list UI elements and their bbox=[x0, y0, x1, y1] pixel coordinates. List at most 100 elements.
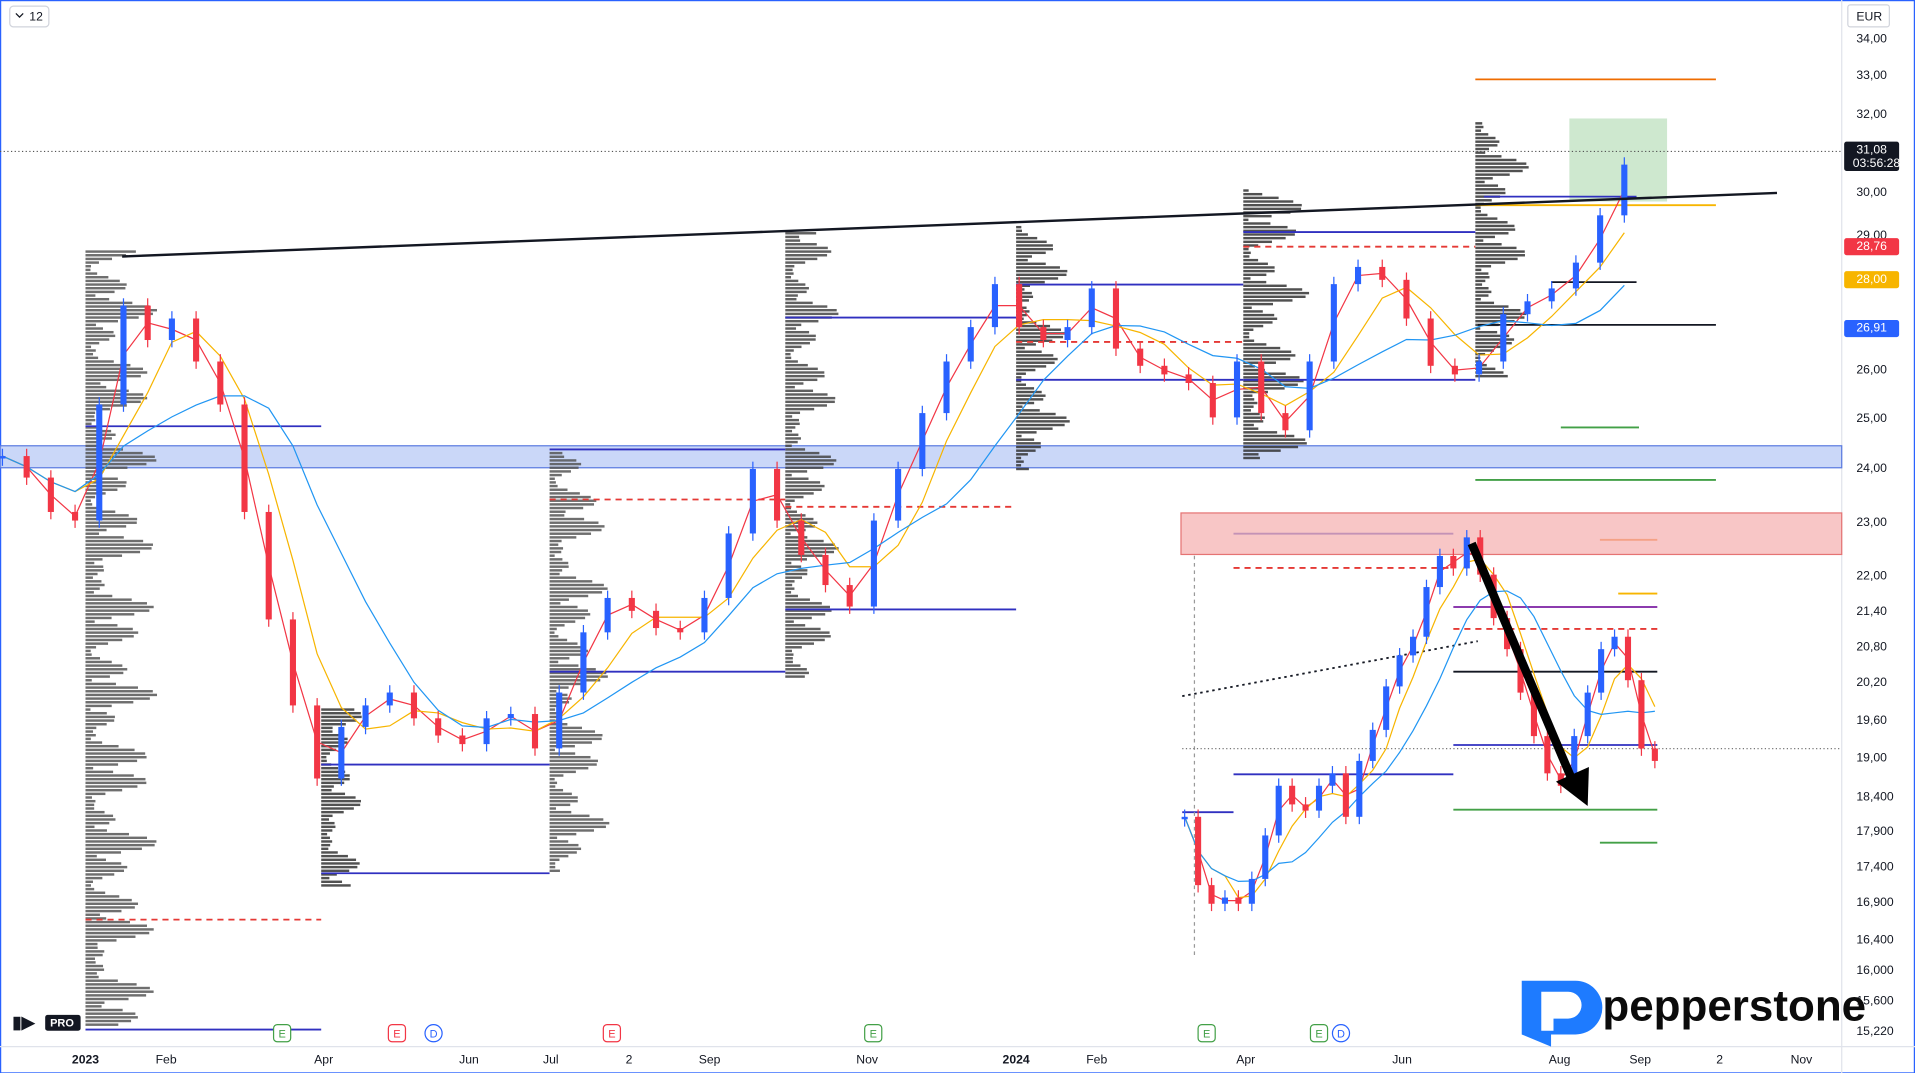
volume-bar bbox=[1475, 144, 1498, 147]
volume-bar bbox=[1243, 313, 1275, 317]
volume-bar bbox=[785, 250, 832, 253]
volume-bar bbox=[85, 363, 131, 367]
volume-bar bbox=[1475, 169, 1523, 173]
volume-bar bbox=[1016, 295, 1034, 298]
volume-bar bbox=[321, 759, 327, 763]
volume-bar bbox=[549, 734, 603, 737]
volume-bar bbox=[549, 708, 556, 711]
volume-bar bbox=[785, 499, 795, 502]
volume-bar bbox=[85, 935, 136, 938]
volume-bar bbox=[1243, 346, 1281, 350]
volume-bar bbox=[1016, 379, 1022, 383]
candle bbox=[604, 597, 611, 633]
candle bbox=[1258, 361, 1265, 414]
candle bbox=[943, 361, 950, 414]
volume-bar bbox=[549, 649, 588, 653]
time-label: Feb bbox=[1086, 1052, 1107, 1066]
volume-bar bbox=[785, 254, 828, 257]
volume-bar bbox=[785, 301, 813, 305]
volume-bar bbox=[785, 609, 832, 612]
volume-bar bbox=[785, 561, 792, 565]
volume-bar bbox=[1016, 456, 1022, 460]
volume-bar bbox=[549, 642, 578, 645]
volume-bar bbox=[1243, 310, 1263, 313]
volume-bar bbox=[1475, 235, 1495, 239]
volume-bar bbox=[549, 459, 577, 462]
volume-bar bbox=[1243, 284, 1287, 288]
candle bbox=[1597, 215, 1604, 263]
volume-bar bbox=[1243, 236, 1286, 240]
volume-bar bbox=[549, 616, 586, 620]
volume-bar bbox=[1016, 434, 1022, 438]
volume-bar bbox=[1475, 213, 1488, 217]
volume-bar bbox=[85, 360, 114, 363]
volume-bar bbox=[85, 448, 123, 451]
volume-bar bbox=[785, 305, 828, 308]
volume-bar bbox=[1016, 262, 1046, 266]
volume-bar bbox=[85, 484, 126, 488]
currency-box[interactable] bbox=[1847, 4, 1890, 28]
volume-bar bbox=[1016, 416, 1067, 419]
volume-bar bbox=[549, 576, 577, 579]
volume-bar bbox=[85, 338, 110, 341]
candle bbox=[1235, 897, 1242, 904]
volume-bar bbox=[549, 869, 560, 873]
candle bbox=[1436, 556, 1443, 588]
volume-bar bbox=[1475, 221, 1508, 224]
volume-bar bbox=[85, 565, 104, 568]
volume-bar bbox=[1475, 210, 1481, 213]
volume-bar bbox=[1475, 180, 1485, 184]
volume-bar bbox=[1016, 372, 1026, 375]
volume-bar bbox=[785, 587, 795, 590]
trend-arrow bbox=[1467, 541, 1576, 781]
volume-bar bbox=[549, 854, 569, 858]
volume-bar bbox=[549, 525, 605, 528]
candle bbox=[870, 520, 877, 607]
volume-bar bbox=[85, 902, 139, 905]
volume-bar bbox=[1016, 467, 1029, 471]
volume-bar bbox=[321, 832, 328, 836]
volume-bar bbox=[1016, 255, 1032, 258]
candle bbox=[1572, 262, 1579, 289]
volume-bar bbox=[1475, 177, 1493, 180]
volume-bar bbox=[1016, 376, 1022, 379]
volume-bar bbox=[85, 499, 91, 502]
event-badge-box bbox=[602, 1024, 622, 1043]
volume-bar bbox=[785, 668, 807, 671]
volume-bar bbox=[1475, 217, 1498, 220]
inset-trendline bbox=[1182, 640, 1478, 698]
volume-bar bbox=[85, 528, 107, 532]
volume-bar bbox=[85, 953, 103, 957]
volume-bar bbox=[1016, 449, 1036, 452]
volume-bar bbox=[785, 532, 791, 535]
volume-bar bbox=[549, 807, 556, 810]
volume-bar bbox=[549, 536, 577, 539]
volume-bar bbox=[1475, 228, 1516, 231]
event-badge: D bbox=[1337, 1028, 1345, 1040]
volume-bar bbox=[321, 788, 332, 792]
volume-bar bbox=[785, 297, 797, 301]
event-badge-box bbox=[864, 1024, 883, 1043]
candle bbox=[1403, 279, 1410, 319]
volume-bar bbox=[785, 360, 798, 363]
candle bbox=[47, 477, 54, 512]
price-label: 32,00 bbox=[1856, 107, 1887, 121]
volume-bar bbox=[85, 983, 137, 986]
volume-bar bbox=[785, 272, 794, 275]
volume-bar bbox=[85, 726, 97, 730]
volume-bar bbox=[85, 598, 132, 601]
volume-bar bbox=[785, 352, 791, 356]
candle bbox=[1500, 314, 1507, 362]
volume-bar bbox=[85, 715, 115, 719]
volume-bar bbox=[785, 389, 814, 393]
volume-bar bbox=[785, 613, 826, 616]
interval-button[interactable] bbox=[9, 5, 50, 28]
volume-bar bbox=[785, 477, 809, 480]
volume-bar bbox=[85, 265, 92, 268]
volume-bar bbox=[85, 777, 146, 781]
candle bbox=[846, 585, 853, 607]
volume-bar bbox=[785, 257, 818, 261]
volume-bar bbox=[85, 1016, 138, 1019]
volume-bar bbox=[1475, 261, 1506, 264]
volume-bar bbox=[549, 704, 562, 708]
